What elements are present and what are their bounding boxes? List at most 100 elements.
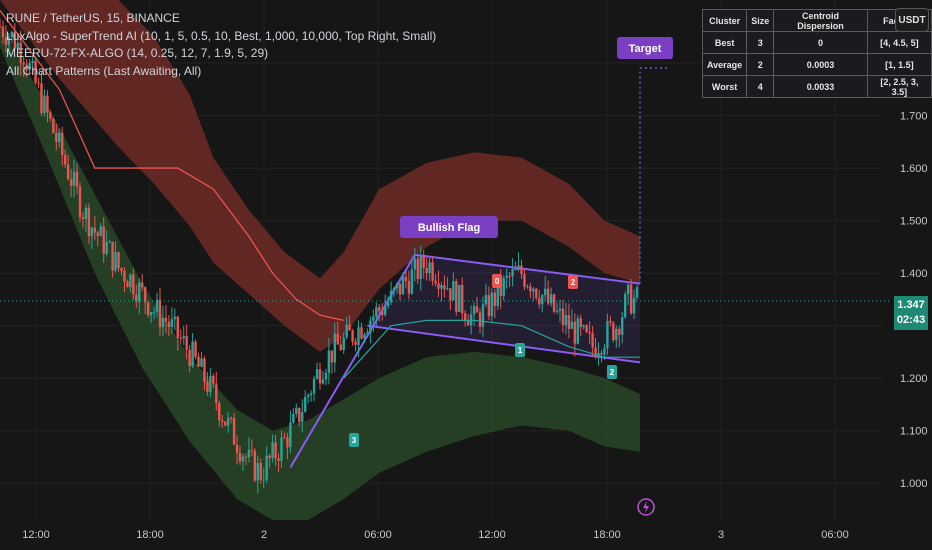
candle-up <box>309 393 313 396</box>
candle-up <box>321 379 325 384</box>
candle-down <box>514 269 517 271</box>
candle-down <box>573 321 577 344</box>
x-tick-label: 18:00 <box>593 529 621 541</box>
candle-up <box>301 411 304 422</box>
indicator-supertrend[interactable]: LuxAlgo - SuperTrend AI (10, 1, 5, 0.5, … <box>6 28 437 43</box>
candle-down <box>535 288 538 298</box>
candle-up <box>191 341 194 367</box>
y-tick-label: 1.100 <box>900 426 928 438</box>
candle-up <box>28 62 31 71</box>
indicator-chart-patterns[interactable]: All Chart Patterns (Last Awaiting, All) <box>6 63 202 78</box>
candle-up <box>558 308 562 311</box>
candle-down <box>232 418 236 445</box>
candle-up <box>389 290 393 303</box>
candle-down <box>398 283 402 295</box>
candle-down <box>215 383 218 404</box>
candle-up <box>532 288 535 292</box>
candle-up <box>386 302 390 306</box>
candle-up <box>342 337 345 351</box>
candle-down <box>4 36 8 45</box>
candle-down <box>552 294 556 312</box>
candle-up <box>241 456 245 462</box>
candle-down <box>348 324 351 331</box>
signal-marker-label: 1 <box>518 346 523 355</box>
candle-down <box>221 420 224 422</box>
candle-down <box>523 274 526 287</box>
candle-down <box>52 118 55 133</box>
candle-up <box>484 295 488 305</box>
candle-down <box>167 321 171 328</box>
candle-down <box>206 381 209 392</box>
candle-up <box>366 332 369 335</box>
x-tick-label: 3 <box>718 529 724 541</box>
candle-up <box>292 413 295 423</box>
candle-down <box>1 26 5 37</box>
candle-up <box>511 269 514 277</box>
candle-down <box>274 442 277 459</box>
candle-up <box>271 442 274 459</box>
candle-up <box>161 317 165 328</box>
candle-down <box>218 403 221 421</box>
candle-down <box>25 64 28 71</box>
candle-up <box>327 350 331 373</box>
candle-up <box>505 275 508 279</box>
signal-marker-label: 2 <box>610 368 615 377</box>
candle-up <box>526 286 529 288</box>
x-tick-label: 06:00 <box>364 529 392 541</box>
candle-down <box>146 302 150 316</box>
candle-down <box>223 421 227 426</box>
candle-up <box>517 265 520 270</box>
candle-up <box>58 132 61 142</box>
supertrend-line <box>0 10 344 322</box>
candle-up <box>440 285 443 289</box>
lightning-bolt-icon <box>643 501 649 513</box>
candle-down <box>0 26 2 28</box>
candle-up <box>615 328 618 341</box>
candle-up <box>345 324 348 338</box>
candle-up <box>182 336 185 339</box>
signal-marker <box>492 274 502 288</box>
candle-up <box>7 36 11 45</box>
y-tick-label: 1.200 <box>900 373 928 385</box>
signal-marker <box>349 433 359 447</box>
candle-down <box>286 437 289 448</box>
candle-down <box>609 320 612 323</box>
candle-down <box>132 274 135 295</box>
header-cluster: Cluster <box>701 9 748 32</box>
candle-up <box>315 369 319 379</box>
candle-down <box>87 207 91 237</box>
x-tick-label: 06:00 <box>821 529 849 541</box>
candle-up <box>623 294 627 318</box>
candle-down <box>203 358 206 382</box>
candle-up <box>383 305 387 315</box>
cell: Best <box>701 31 748 54</box>
candle-up <box>626 284 630 295</box>
candle-down <box>520 265 523 275</box>
candle-down <box>66 164 70 180</box>
candle-up <box>265 455 268 480</box>
signal-marker <box>515 343 525 357</box>
last-price-label: 1.347 02:43 <box>894 296 928 330</box>
cell: 0.0033 <box>773 75 868 98</box>
candle-down <box>102 226 105 254</box>
candle-down <box>336 333 339 345</box>
candle-up <box>262 479 265 481</box>
indicator-meeru[interactable]: MEERU-72-FX-ALGO (14, 0.25, 12, 7, 1.9, … <box>6 46 269 60</box>
symbol-title[interactable]: RUNE / TetherUS, 15, BINANCE <box>6 11 180 25</box>
candle-up <box>312 378 316 394</box>
y-tick-label: 1.500 <box>900 216 928 228</box>
currency-button[interactable]: USDT <box>895 8 929 32</box>
signal-marker-label: 3 <box>352 436 357 445</box>
candle-up <box>324 372 328 380</box>
candle-down <box>594 347 597 357</box>
candle-down <box>229 417 233 419</box>
candle-up <box>541 295 544 305</box>
candle-down <box>49 112 52 119</box>
cell: [1, 1.5] <box>866 53 932 76</box>
candle-down <box>34 60 37 83</box>
candle-up <box>621 317 624 335</box>
candle-down <box>508 275 511 277</box>
candle-down <box>268 455 271 459</box>
pattern-label-box <box>400 216 498 238</box>
